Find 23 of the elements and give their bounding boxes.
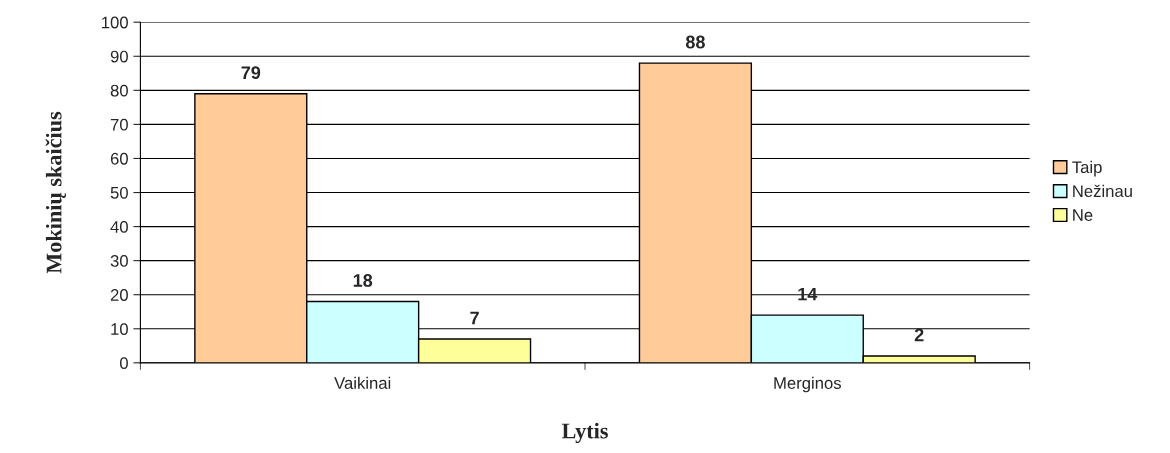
y-tick-label: 40 [110,220,128,233]
data-label: 2 [914,328,924,342]
x-axis-title: Lytis [561,422,608,444]
data-label: 7 [470,311,479,325]
y-tick-label: 100 [102,16,128,29]
data-label: 88 [685,35,705,49]
y-tick-label: 60 [110,152,128,165]
data-label: 18 [353,274,373,287]
y-tick-label: 70 [110,118,128,131]
y-tick-label: 90 [110,50,128,63]
y-tick-label: 20 [110,289,128,301]
legend-label: Nežinau [1073,184,1132,198]
legend-label: Ne [1073,209,1093,221]
x-tick-label: Vaikinai [334,376,391,389]
x-tick-label: Merginos [774,376,841,393]
y-tick-label: 50 [110,186,128,199]
legend-label: Taip [1072,160,1102,177]
y-axis-title: Mokinių skaičius [45,111,66,274]
data-label: 79 [241,66,261,80]
y-tick-label: 10 [111,323,128,335]
y-tick-label: 0 [119,357,128,370]
y-tick-label: 80 [110,84,128,97]
y-tick-label: 30 [110,255,128,267]
